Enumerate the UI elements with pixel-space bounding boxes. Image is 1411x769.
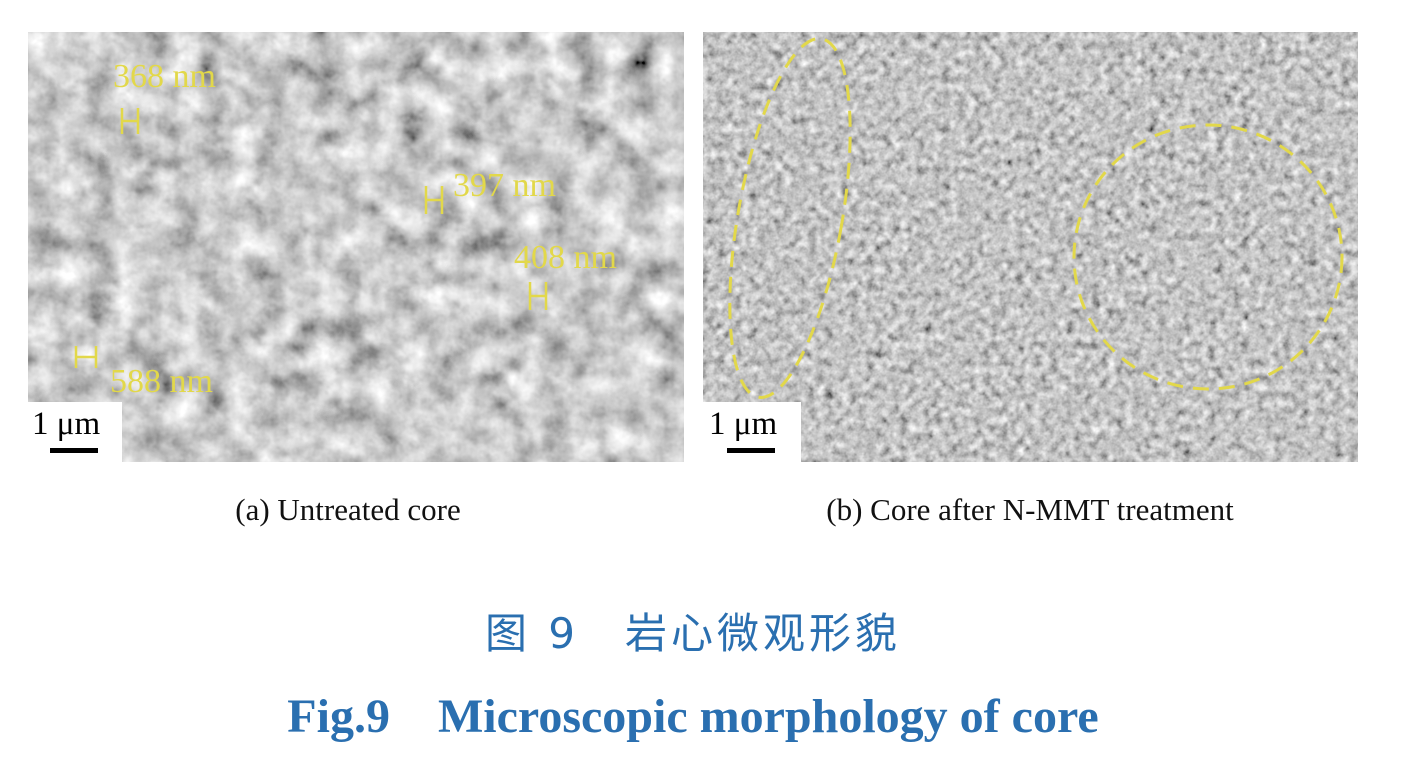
caption-english: Fig.9 Microscopic morphology of core <box>287 690 1098 743</box>
panel-b: 1 μm (b) Core after N-MMT treatment <box>703 32 1358 527</box>
scale-bar <box>727 448 775 453</box>
panel-a: 368 nm 397 nm 408 nm 588 nm 1 μm (a) Unt… <box>28 32 684 527</box>
highlight-circle <box>1072 123 1344 391</box>
caption-chinese: 图 9 岩心微观形貌 <box>485 609 901 658</box>
measure-marker <box>424 186 444 214</box>
measure-marker <box>74 346 98 368</box>
annotation: 588 nm <box>110 363 213 400</box>
scale-bar <box>50 448 98 453</box>
subcaption: (a) Untreated core <box>235 492 460 527</box>
scale-label: 1 μm <box>709 406 777 442</box>
measure-marker <box>528 282 548 310</box>
annotation: 408 nm <box>514 239 617 276</box>
annotation: 368 nm <box>113 58 216 95</box>
annotation: 397 nm <box>453 167 556 204</box>
sem-texture <box>703 32 1358 462</box>
measure-marker <box>120 108 140 134</box>
sem-texture <box>28 32 684 462</box>
subcaption: (b) Core after N-MMT treatment <box>826 492 1234 527</box>
scale-label: 1 μm <box>32 406 100 442</box>
highlight-ellipse <box>728 37 852 399</box>
